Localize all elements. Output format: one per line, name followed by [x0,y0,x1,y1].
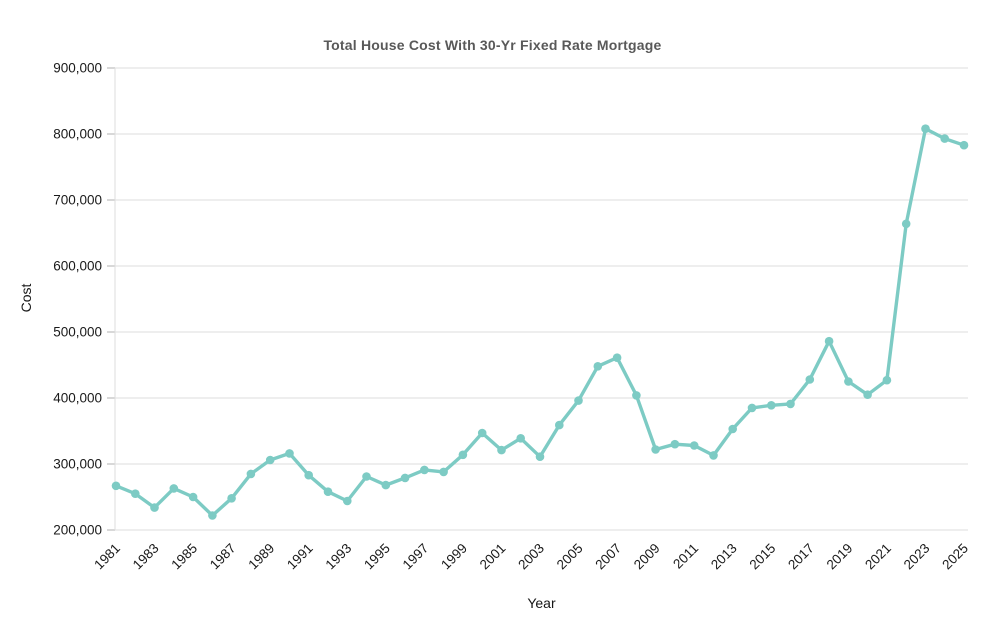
data-point-1993 [343,496,352,506]
data-point-2015 [767,401,776,410]
data-point-2024 [940,134,949,143]
data-point-2009 [651,445,660,454]
data-point-1991 [304,470,314,480]
data-point-2007 [612,353,622,363]
x-tick-label: 2013 [708,541,740,573]
x-tick-label: 1985 [168,541,200,573]
data-point-2012 [709,451,718,460]
data-point-2001 [497,445,506,455]
y-tick-label: 500,000 [53,325,102,340]
x-axis-title: Year [527,595,556,611]
x-tick-label: 2025 [939,541,971,573]
data-point-2018 [824,336,834,346]
x-tick-label: 1989 [245,541,277,573]
data-point-2016 [786,399,795,409]
x-tick-label: 2023 [901,541,933,573]
data-point-1981 [111,481,121,491]
y-tick-label: 900,000 [53,61,102,76]
x-tick-label: 1995 [361,541,393,573]
x-tick-label: 2021 [862,541,894,573]
data-point-2008 [632,391,641,400]
x-tick-label: 2009 [631,541,663,573]
x-tick-label: 1987 [207,541,239,573]
data-point-2021 [882,375,892,385]
data-point-2006 [593,362,603,371]
x-tick-label: 1981 [91,541,123,573]
x-tick-label: 1983 [130,541,162,573]
data-point-2014 [747,403,757,413]
data-point-2022 [901,219,911,229]
x-tick-label: 2007 [592,541,624,573]
y-tick-label: 300,000 [53,457,102,472]
data-point-1986 [208,511,217,520]
data-point-1985 [188,492,198,502]
data-point-1997 [420,465,429,475]
x-tick-label: 1997 [400,541,432,573]
data-point-1992 [323,487,333,497]
data-point-2011 [689,441,699,450]
x-tick-label: 1999 [438,541,470,573]
data-point-2002 [516,434,525,443]
data-point-1999 [458,450,468,460]
x-tick-label: 2011 [670,541,701,572]
data-point-2005 [574,396,583,405]
y-tick-label: 400,000 [53,391,102,406]
data-point-1994 [362,472,371,481]
x-tick-label: 2005 [554,541,586,573]
data-point-1984 [169,484,179,493]
data-point-1989 [265,455,275,465]
x-tick-label: 2001 [477,541,509,573]
data-point-1982 [131,489,140,499]
data-point-1983 [150,503,159,512]
data-point-2000 [477,428,487,438]
data-point-2010 [670,439,680,449]
data-point-1990 [285,449,294,458]
x-tick-label: 1991 [284,541,316,573]
data-point-2013 [728,424,737,434]
x-tick-label: 2015 [747,541,779,573]
x-tick-label: 1993 [323,541,355,573]
data-point-1998 [439,467,448,477]
x-tick-label: 2003 [515,541,547,573]
data-point-1996 [400,473,410,483]
chart-title: Total House Cost With 30-Yr Fixed Rate M… [323,37,662,53]
data-point-2003 [535,452,545,462]
data-point-2017 [805,375,815,384]
y-axis-title: Cost [18,283,34,313]
data-point-1995 [381,480,391,490]
data-point-2025 [959,140,969,150]
data-point-2019 [844,377,853,386]
data-point-2020 [863,390,872,400]
data-point-2023 [921,124,930,133]
y-tick-label: 700,000 [53,193,102,208]
data-point-1988 [246,469,256,479]
data-point-2004 [555,420,564,430]
y-tick-label: 200,000 [53,523,102,538]
x-tick-label: 2019 [824,541,856,573]
data-point-1987 [227,494,236,503]
y-tick-label: 800,000 [53,127,102,142]
y-tick-label: 600,000 [53,259,102,274]
x-tick-label: 2017 [785,541,817,573]
